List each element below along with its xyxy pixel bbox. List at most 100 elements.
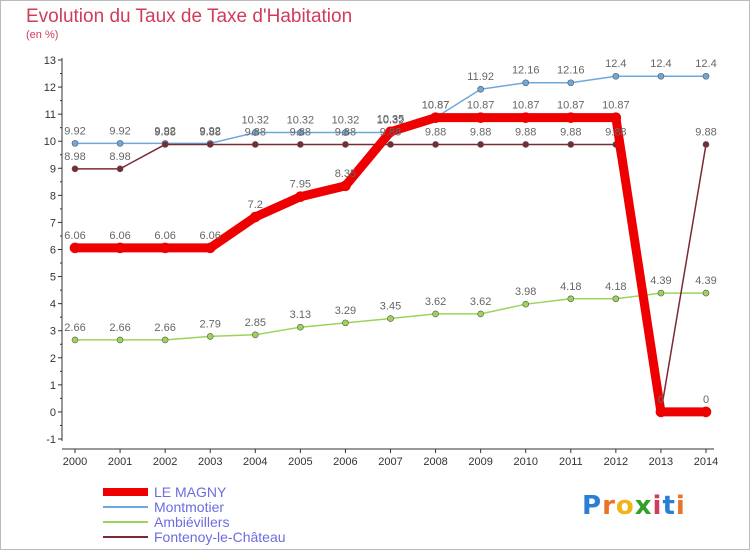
- y-tick-label: 2: [50, 353, 56, 365]
- data-label-le-magny: 10.87: [557, 100, 585, 112]
- data-point-fontenoy-le-chateau: [297, 141, 304, 148]
- proxiti-logo: Proxiti: [582, 491, 686, 521]
- data-label-fontenoy-le-chateau: 9.88: [695, 126, 716, 138]
- data-label-ambievillers: 2.66: [154, 322, 175, 334]
- data-point-montmotier: [71, 140, 79, 147]
- data-label-le-magny: 8.35: [335, 168, 356, 180]
- data-label-montmotier: 12.16: [512, 65, 540, 77]
- data-point-le-magny: [295, 191, 306, 203]
- data-point-fontenoy-le-chateau: [206, 141, 214, 148]
- data-point-le-magny: [159, 242, 171, 254]
- data-label-fontenoy-le-chateau: 9.88: [515, 126, 536, 138]
- data-label-ambievillers: 4.39: [650, 275, 671, 287]
- logo-letter: i: [675, 491, 686, 521]
- data-point-fontenoy-le-chateau: [702, 141, 710, 148]
- data-point-fontenoy-le-chateau: [522, 141, 530, 148]
- data-point-fontenoy-le-chateau: [71, 165, 79, 173]
- data-label-fontenoy-le-chateau: 9.88: [154, 126, 175, 138]
- series-line-fontenoy-le-chateau: [74, 143, 707, 413]
- data-point-fontenoy-le-chateau: [477, 141, 484, 148]
- data-label-le-magny: 10.35: [377, 114, 405, 126]
- logo-letter: P: [582, 491, 603, 521]
- data-label-montmotier: 12.4: [695, 58, 716, 70]
- x-tick-label: 2003: [198, 456, 222, 468]
- data-point-fontenoy-le-chateau: [387, 141, 394, 148]
- data-point-fontenoy-le-chateau: [251, 141, 259, 148]
- data-label-le-magny: 6.06: [154, 230, 175, 242]
- data-point-fontenoy-le-chateau: [161, 141, 169, 148]
- chart-title: Evolution du Taux de Taxe d'Habitation: [26, 6, 353, 27]
- chart-legend: LE MAGNYMontmotierAmbiévillersFontenoy-l…: [103, 484, 286, 545]
- data-label-le-magny: 0: [658, 394, 664, 406]
- data-label-fontenoy-le-chateau: 9.88: [380, 126, 401, 138]
- data-label-ambievillers: 4.39: [695, 275, 716, 287]
- data-point-montmotier: [657, 72, 665, 80]
- x-tick-label: 2009: [468, 456, 492, 468]
- data-point-montmotier: [522, 79, 530, 87]
- y-tick-label: 6: [50, 245, 56, 257]
- data-point-le-magny: [475, 112, 486, 123]
- x-tick-label: 2004: [243, 456, 267, 468]
- data-label-ambievillers: 3.62: [470, 296, 491, 308]
- x-tick-label: 2014: [694, 456, 718, 468]
- data-label-montmotier: 12.4: [650, 58, 671, 70]
- data-label-montmotier: 10.87: [422, 100, 450, 112]
- data-point-le-magny: [655, 406, 667, 418]
- logo-letter: t: [662, 491, 676, 521]
- data-point-le-magny: [430, 112, 441, 123]
- legend-label: Fontenoy-le-Château: [154, 529, 286, 545]
- x-tick-label: 2001: [108, 456, 132, 468]
- data-label-fontenoy-le-chateau: 9.88: [425, 126, 446, 138]
- data-point-ambievillers: [116, 336, 124, 344]
- data-label-montmotier: 9.92: [109, 125, 130, 137]
- data-point-le-magny: [340, 180, 351, 192]
- data-point-montmotier: [116, 140, 124, 147]
- data-point-fontenoy-le-chateau: [432, 141, 439, 148]
- x-tick-label: 2008: [423, 456, 447, 468]
- data-label-ambievillers: 3.13: [290, 309, 311, 321]
- data-point-le-magny: [114, 242, 126, 254]
- y-tick-label: 5: [50, 272, 56, 284]
- data-label-montmotier: 11.92: [467, 71, 494, 83]
- x-tick-label: 2005: [288, 456, 312, 468]
- y-tick-label: 12: [44, 82, 56, 94]
- data-label-ambievillers: 3.29: [335, 305, 356, 317]
- x-tick-label: 2013: [649, 456, 673, 468]
- data-point-le-magny: [249, 211, 261, 223]
- chart-data-labels: 9.92 9.92 9.92 9.92 10.32 10.32 10.32 10.32 10.8…: [64, 58, 716, 406]
- data-point-ambievillers: [567, 295, 575, 303]
- data-label-ambievillers: 3.45: [380, 301, 401, 313]
- data-point-montmotier: [251, 129, 259, 136]
- data-point-montmotier: [702, 72, 710, 80]
- data-point-ambievillers: [702, 289, 710, 297]
- data-label-le-magny: 7.2: [248, 199, 263, 211]
- data-label-le-magny: 10.87: [512, 100, 540, 112]
- data-label-montmotier: 9.92: [200, 125, 221, 137]
- data-point-ambievillers: [297, 323, 304, 331]
- y-tick-label: -1: [46, 434, 56, 446]
- data-label-fontenoy-le-chateau: 8.98: [64, 151, 85, 163]
- data-point-fontenoy-le-chateau: [567, 141, 575, 148]
- data-label-fontenoy-le-chateau: 9.88: [245, 126, 266, 138]
- y-tick-label: 7: [50, 217, 56, 229]
- data-label-ambievillers: 4.18: [560, 281, 581, 293]
- data-point-le-magny: [204, 242, 216, 254]
- data-label-ambievillers: 3.62: [425, 296, 446, 308]
- x-tick-label: 2002: [153, 456, 177, 468]
- data-label-fontenoy-le-chateau: 9.88: [200, 126, 221, 138]
- data-point-ambievillers: [657, 289, 665, 297]
- data-label-fontenoy-le-chateau: 9.88: [470, 126, 491, 138]
- data-point-ambievillers: [71, 336, 79, 344]
- data-label-ambievillers: 2.85: [245, 317, 266, 329]
- data-point-ambievillers: [251, 331, 259, 339]
- data-point-montmotier: [297, 129, 304, 136]
- data-label-ambievillers: 2.79: [200, 318, 221, 330]
- logo-letter: o: [615, 491, 635, 521]
- legend-label: Montmotier: [154, 499, 224, 515]
- y-tick-label: 0: [50, 407, 56, 419]
- data-label-le-magny: 10.87: [602, 100, 630, 112]
- data-point-le-magny: [700, 406, 712, 418]
- data-label-fontenoy-le-chateau: 0: [658, 394, 664, 406]
- y-tick-label: 3: [50, 326, 56, 338]
